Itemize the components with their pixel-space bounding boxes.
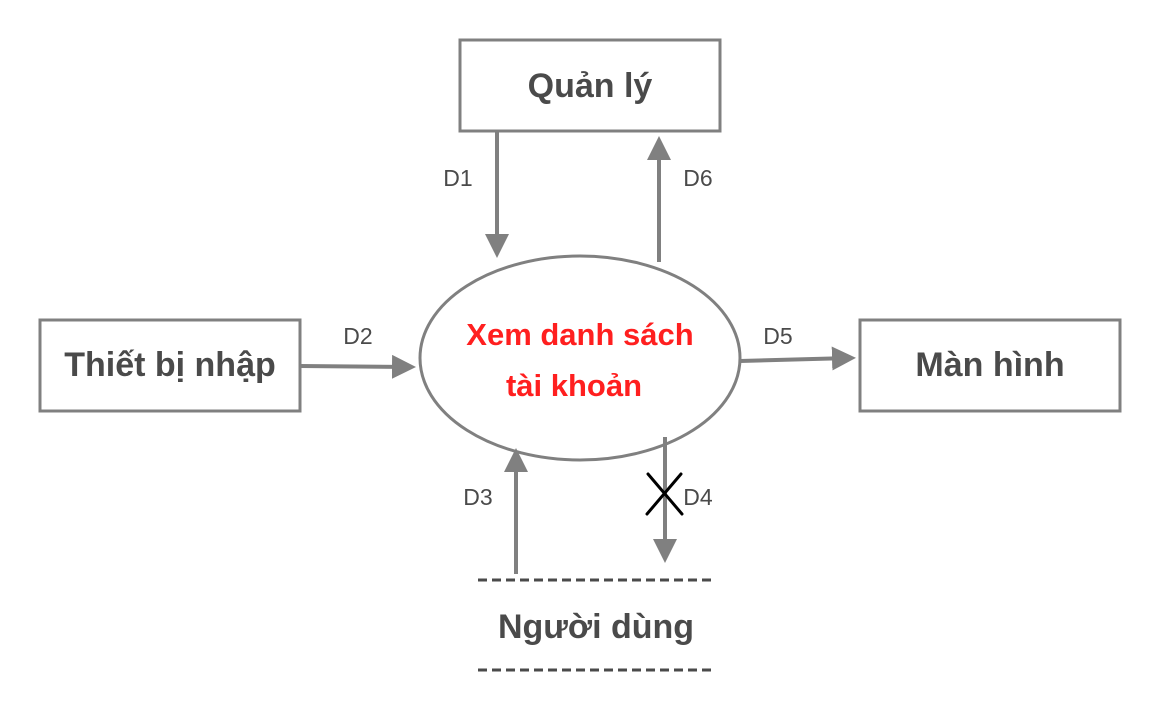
entity-input-device-box <box>38 318 302 413</box>
entity-manager: Quản lý <box>458 38 722 133</box>
entity-input-device-label: Thiết bị nhập <box>64 346 276 384</box>
flow-d6: D6 <box>647 136 713 262</box>
entity-display-label: Màn hình <box>915 346 1064 384</box>
entity-display: Màn hình <box>858 318 1122 413</box>
entity-manager-box <box>458 38 722 133</box>
entity-display-box <box>858 318 1122 413</box>
flow-d1: D1 <box>443 132 509 258</box>
process-label-line1: Xem danh sách <box>466 317 693 352</box>
flow-d3: D3 <box>463 448 528 574</box>
flow-d2: D2 <box>299 323 416 379</box>
flow-d2-label: D2 <box>343 323 372 349</box>
flow-d4-label: D4 <box>683 484 713 510</box>
flow-d1-label: D1 <box>443 165 472 191</box>
flow-d6-label: D6 <box>683 165 712 191</box>
flow-d3-label: D3 <box>463 484 492 510</box>
flow-d5: D5 <box>739 323 856 371</box>
process-ellipse <box>418 254 742 462</box>
cross-mark-icon <box>645 472 684 516</box>
flow-d4: D4 <box>645 437 713 563</box>
datastore-label: Người dùng <box>498 608 694 646</box>
process-label-line2: tài khoản <box>506 368 642 403</box>
flow-d2-arrow <box>299 354 416 379</box>
flow-d5-arrow <box>739 346 856 371</box>
entity-input-device: Thiết bị nhập <box>38 318 302 413</box>
flow-d5-label: D5 <box>763 323 792 349</box>
entity-manager-label: Quản lý <box>528 67 653 105</box>
datastore-users: Người dùng <box>478 578 714 672</box>
process-view-accounts: Xem danh sách tài khoản <box>418 254 742 462</box>
